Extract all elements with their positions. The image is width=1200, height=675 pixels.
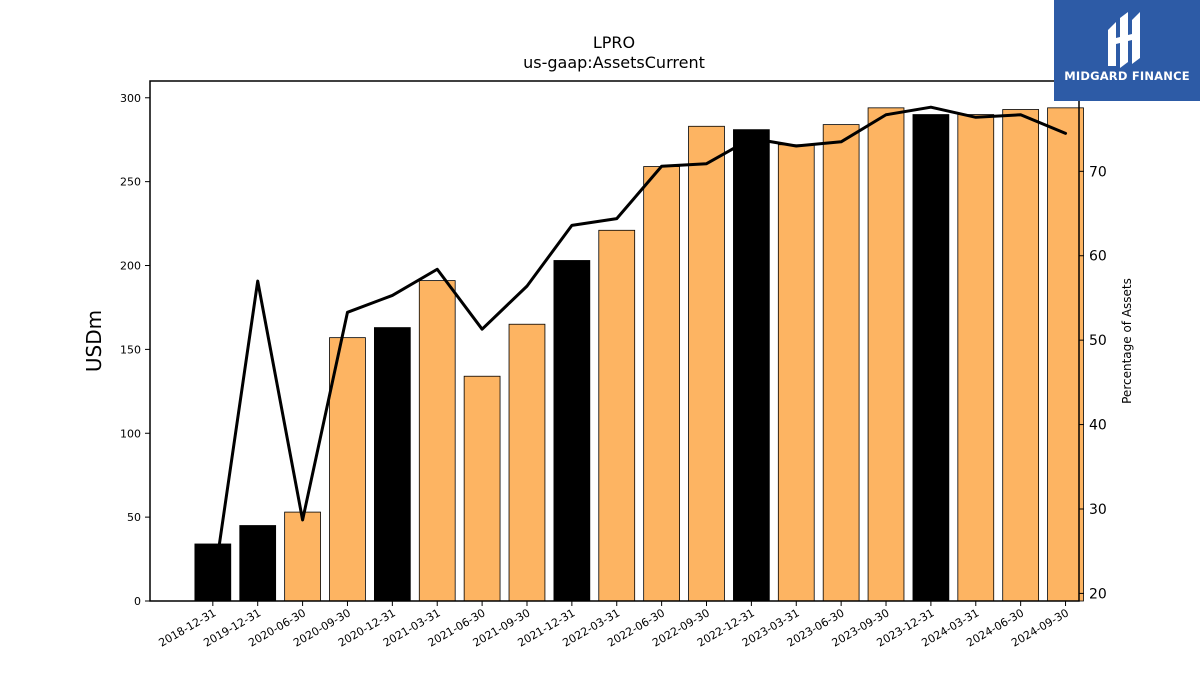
plot-frame: [149, 80, 1080, 602]
y-tick-label: 300: [120, 92, 141, 105]
bar: [598, 229, 636, 602]
brand-logo: MIDGARD FINANCE: [1054, 0, 1200, 101]
y2-tick-label: 60: [1089, 249, 1107, 265]
brand-mark-icon: [1108, 12, 1140, 68]
y2-tick-label: 20: [1089, 586, 1107, 602]
y-tick-label: 0: [134, 595, 141, 608]
bar: [463, 375, 501, 602]
y-tick-label: 150: [120, 343, 141, 356]
bar: [508, 323, 546, 602]
brand-name: MIDGARD FINANCE: [1064, 69, 1190, 83]
percentage-line: [211, 105, 1068, 591]
bar-group: [194, 107, 1084, 602]
bar: [688, 125, 725, 602]
bar: [239, 525, 277, 602]
y2-axis-label: Percentage of Assets: [1120, 278, 1134, 404]
bar: [194, 543, 232, 602]
bar: [777, 144, 815, 602]
bar: [553, 260, 591, 602]
y-tick-label: 100: [120, 427, 141, 440]
y2-tick-label: 50: [1089, 333, 1107, 349]
bar: [867, 107, 905, 602]
y-tick-label: 50: [127, 511, 141, 524]
bar: [1002, 109, 1040, 602]
bar: [822, 124, 860, 602]
y-tick-label: 200: [120, 260, 141, 273]
bar: [373, 327, 411, 602]
y2-tick-label: 70: [1089, 164, 1107, 180]
chart-title: LPRO: [593, 33, 635, 52]
bar: [912, 114, 950, 602]
y2-tick-label: 40: [1089, 418, 1107, 434]
bar: [329, 337, 366, 602]
y-tick-label: 250: [120, 176, 141, 189]
bar: [957, 114, 995, 602]
bar: [643, 166, 680, 602]
bar: [733, 129, 770, 602]
line-group: [211, 105, 1068, 591]
chart-subtitle: us-gaap:AssetsCurrent: [523, 53, 705, 72]
bar: [1047, 107, 1084, 602]
bar: [284, 511, 321, 602]
y-axis-label: USDm: [82, 310, 106, 372]
y2-tick-label: 30: [1089, 502, 1107, 518]
bar: [418, 280, 456, 602]
